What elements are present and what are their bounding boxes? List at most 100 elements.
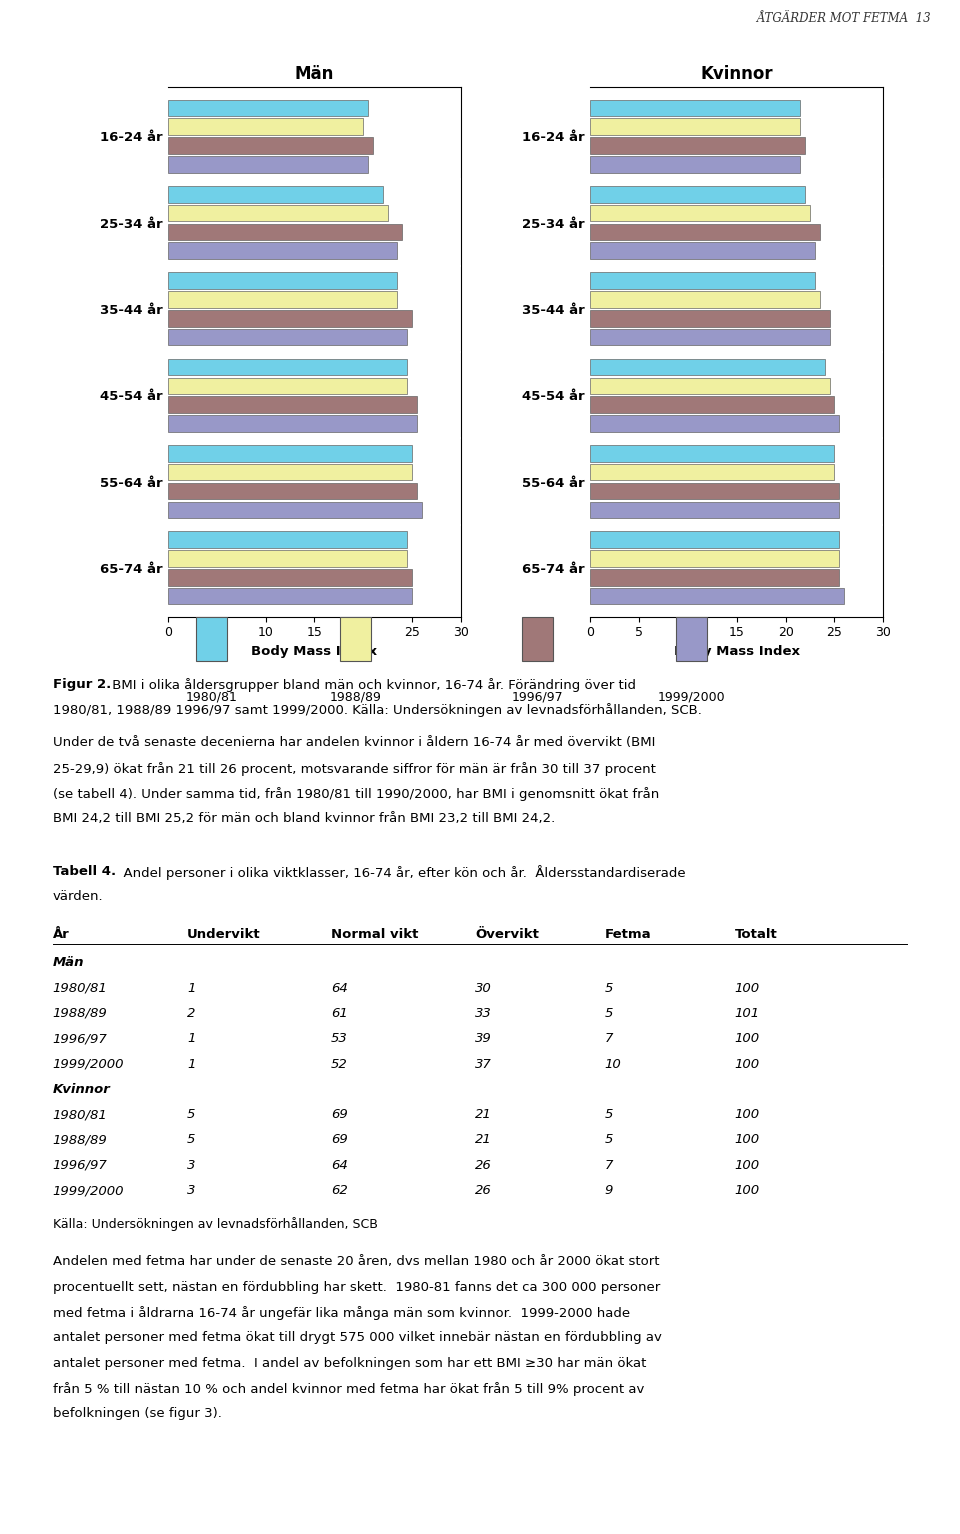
Bar bbox=[590, 118, 801, 135]
Bar bbox=[590, 551, 839, 568]
Text: Kvinnor: Kvinnor bbox=[53, 1083, 110, 1095]
Bar bbox=[168, 242, 397, 259]
Bar bbox=[590, 137, 805, 153]
Bar bbox=[168, 328, 407, 345]
Bar bbox=[168, 137, 372, 153]
Text: 100: 100 bbox=[734, 982, 759, 994]
Text: 53: 53 bbox=[331, 1032, 348, 1045]
Bar bbox=[168, 396, 417, 413]
Text: 21: 21 bbox=[475, 1134, 492, 1146]
Text: 100: 100 bbox=[734, 1057, 759, 1071]
Text: 5: 5 bbox=[605, 982, 613, 994]
Bar bbox=[168, 359, 407, 376]
Text: Under de två senaste decenierna har andelen kvinnor i åldern 16-74 år med övervi: Under de två senaste decenierna har ande… bbox=[53, 736, 655, 749]
Bar bbox=[590, 377, 829, 394]
Bar bbox=[590, 445, 834, 462]
Text: 7: 7 bbox=[605, 1032, 613, 1045]
Bar bbox=[168, 310, 412, 327]
Text: med fetma i åldrarna 16-74 år ungefär lika många män som kvinnor.  1999-2000 had: med fetma i åldrarna 16-74 år ungefär li… bbox=[53, 1305, 630, 1321]
Text: 52: 52 bbox=[331, 1057, 348, 1071]
Text: 1980/81: 1980/81 bbox=[185, 690, 237, 703]
Bar bbox=[590, 186, 805, 202]
Text: 30: 30 bbox=[475, 982, 492, 994]
Bar bbox=[590, 569, 839, 586]
Bar bbox=[168, 100, 368, 117]
Bar bbox=[590, 502, 839, 518]
Text: Tabell 4.: Tabell 4. bbox=[53, 865, 116, 877]
Text: 1996/97: 1996/97 bbox=[53, 1158, 108, 1172]
Text: 39: 39 bbox=[475, 1032, 492, 1045]
Bar bbox=[168, 291, 397, 308]
Text: 5: 5 bbox=[605, 1134, 613, 1146]
Text: 100: 100 bbox=[734, 1032, 759, 1045]
Bar bbox=[168, 588, 412, 604]
Text: Andel personer i olika viktklasser, 16-74 år, efter kön och år.  Åldersstandardi: Andel personer i olika viktklasser, 16-7… bbox=[115, 865, 685, 881]
Text: 26: 26 bbox=[475, 1184, 492, 1197]
Text: 9: 9 bbox=[605, 1184, 613, 1197]
Bar bbox=[590, 156, 801, 173]
Text: befolkningen (se figur 3).: befolkningen (se figur 3). bbox=[53, 1407, 222, 1420]
Bar bbox=[590, 291, 820, 308]
Bar bbox=[590, 224, 820, 241]
X-axis label: Body Mass Index: Body Mass Index bbox=[674, 644, 800, 658]
Bar bbox=[168, 445, 412, 462]
Text: antalet personer med fetma ökat till drygt 575 000 vilket innebär nästan en förd: antalet personer med fetma ökat till dry… bbox=[53, 1332, 661, 1344]
Bar bbox=[590, 206, 810, 221]
Bar bbox=[590, 359, 825, 376]
Text: 1980/81: 1980/81 bbox=[53, 1108, 108, 1121]
Text: 1999/2000: 1999/2000 bbox=[658, 690, 725, 703]
Text: Övervikt: Övervikt bbox=[475, 928, 540, 942]
Text: Normal vikt: Normal vikt bbox=[331, 928, 419, 942]
Bar bbox=[168, 502, 421, 518]
X-axis label: Body Mass Index: Body Mass Index bbox=[252, 644, 377, 658]
Text: 62: 62 bbox=[331, 1184, 348, 1197]
Text: Figur 2.: Figur 2. bbox=[53, 678, 111, 690]
Text: 1: 1 bbox=[187, 1057, 196, 1071]
Bar bbox=[168, 569, 412, 586]
Bar bbox=[168, 118, 363, 135]
Text: (se tabell 4). Under samma tid, från 1980/81 till 1990/2000, har BMI i genomsnit: (se tabell 4). Under samma tid, från 198… bbox=[53, 787, 660, 801]
Title: Kvinnor: Kvinnor bbox=[701, 64, 773, 83]
Text: antalet personer med fetma.  I andel av befolkningen som har ett BMI ≥30 har män: antalet personer med fetma. I andel av b… bbox=[53, 1356, 646, 1370]
Text: 1996/97: 1996/97 bbox=[53, 1032, 108, 1045]
Text: ÅTGÄRDER MOT FETMA  13: ÅTGÄRDER MOT FETMA 13 bbox=[756, 12, 931, 25]
Text: BMI 24,2 till BMI 25,2 för män och bland kvinnor från BMI 23,2 till BMI 24,2.: BMI 24,2 till BMI 25,2 för män och bland… bbox=[53, 813, 555, 825]
Text: Män: Män bbox=[53, 956, 84, 969]
Text: Fetma: Fetma bbox=[605, 928, 652, 942]
Bar bbox=[168, 206, 388, 221]
Text: 3: 3 bbox=[187, 1184, 196, 1197]
Bar bbox=[168, 186, 383, 202]
Text: 61: 61 bbox=[331, 1006, 348, 1020]
Bar bbox=[168, 377, 407, 394]
Text: 33: 33 bbox=[475, 1006, 492, 1020]
Text: 37: 37 bbox=[475, 1057, 492, 1071]
Text: BMI i olika åldersgrupper bland män och kvinnor, 16-74 år. Förändring över tid: BMI i olika åldersgrupper bland män och … bbox=[108, 678, 636, 692]
Text: 100: 100 bbox=[734, 1158, 759, 1172]
Text: 100: 100 bbox=[734, 1134, 759, 1146]
Text: 10: 10 bbox=[605, 1057, 621, 1071]
Bar bbox=[590, 483, 839, 499]
Text: 26: 26 bbox=[475, 1158, 492, 1172]
Text: värden.: värden. bbox=[53, 890, 104, 904]
Bar bbox=[590, 328, 829, 345]
Bar bbox=[168, 483, 417, 499]
Bar bbox=[168, 551, 407, 568]
Bar bbox=[590, 588, 844, 604]
Bar bbox=[590, 396, 834, 413]
Text: 5: 5 bbox=[187, 1134, 196, 1146]
Text: 1980/81: 1980/81 bbox=[53, 982, 108, 994]
Text: 100: 100 bbox=[734, 1108, 759, 1121]
Text: 25-29,9) ökat från 21 till 26 procent, motsvarande siffror för män är från 30 ti: 25-29,9) ökat från 21 till 26 procent, m… bbox=[53, 761, 656, 776]
Text: 7: 7 bbox=[605, 1158, 613, 1172]
Bar bbox=[590, 310, 829, 327]
Text: 1996/97: 1996/97 bbox=[512, 690, 564, 703]
Text: 1988/89: 1988/89 bbox=[53, 1134, 108, 1146]
Bar bbox=[168, 416, 417, 431]
Bar bbox=[590, 416, 839, 431]
Text: 5: 5 bbox=[187, 1108, 196, 1121]
Bar bbox=[168, 273, 397, 288]
Text: 1988/89: 1988/89 bbox=[329, 690, 381, 703]
Text: 1988/89: 1988/89 bbox=[53, 1006, 108, 1020]
Text: 1: 1 bbox=[187, 982, 196, 994]
Text: Källa: Undersökningen av levnadsförhållanden, SCB: Källa: Undersökningen av levnadsförhålla… bbox=[53, 1216, 377, 1232]
